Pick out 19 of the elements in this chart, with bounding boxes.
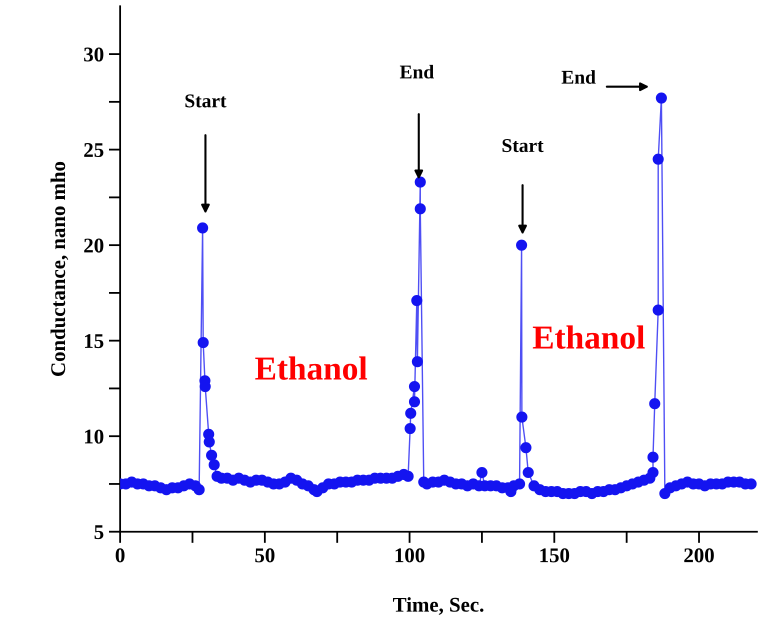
annotation: Ethanol (255, 356, 368, 380)
y-tick-label: 25 (84, 143, 104, 158)
annotation: Ethanol (532, 325, 645, 349)
y-tick-label: 10 (84, 430, 104, 444)
y-axis-title: Conductance, nano mho (50, 162, 68, 376)
y-tick-label: 30 (84, 47, 104, 62)
annotation: End (562, 70, 596, 84)
annotation: End (400, 64, 434, 79)
annotation: Start (185, 94, 226, 108)
x-tick-label: 50 (255, 548, 274, 562)
y-tick-label: 5 (94, 525, 104, 540)
x-tick-label: 150 (540, 548, 570, 562)
y-tick-label: 20 (84, 238, 104, 253)
x-tick-label: 100 (396, 548, 424, 562)
x-tick-label: 200 (684, 548, 714, 562)
annotation: Start (502, 139, 544, 152)
x-tick-label: 0 (116, 548, 125, 562)
y-tick-label: 15 (84, 334, 104, 348)
x-axis-title: Time, Sec. (393, 597, 484, 615)
